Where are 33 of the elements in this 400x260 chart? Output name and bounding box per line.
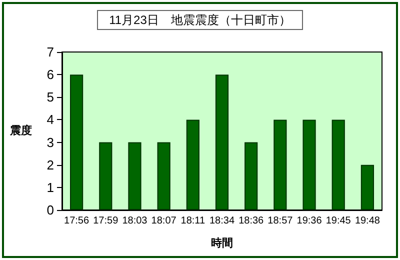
x-tick-label: 18:36 <box>238 216 264 226</box>
x-tick-label: 19:48 <box>354 216 380 226</box>
bar <box>332 120 345 210</box>
y-tick-label: 1 <box>46 180 54 195</box>
x-tick-label: 18:03 <box>122 216 148 226</box>
bar <box>128 142 142 210</box>
x-axis-title: 時間 <box>211 236 233 250</box>
y-tick-label: 0 <box>46 202 54 218</box>
y-tick-label: 5 <box>46 90 54 105</box>
y-tick-label: 7 <box>46 44 54 60</box>
bar <box>186 120 200 210</box>
chart-title: 11月23日 地震震度（十日町市） <box>109 13 291 27</box>
bar <box>99 142 112 210</box>
y-tick-label: 6 <box>46 67 54 82</box>
y-tick-label: 2 <box>46 157 54 172</box>
bar <box>302 120 316 210</box>
x-tick-label: 18:07 <box>151 216 177 226</box>
bar <box>274 120 287 210</box>
bar <box>360 164 374 210</box>
bar <box>70 74 84 210</box>
bar <box>157 142 170 210</box>
x-tick-label: 18:11 <box>180 216 206 226</box>
x-tick-label: 19:45 <box>326 216 352 226</box>
x-tick-label: 18:57 <box>268 216 294 226</box>
x-tick-label: 17:59 <box>93 216 119 226</box>
y-axis-title: 震度 <box>9 124 32 137</box>
y-tick-label: 4 <box>46 112 54 128</box>
bar <box>244 142 258 210</box>
x-tick-label: 18:34 <box>209 216 235 226</box>
x-tick-label: 19:36 <box>296 216 322 226</box>
y-tick-label: 3 <box>46 134 54 150</box>
bar <box>215 74 229 210</box>
x-tick-label: 17:56 <box>64 216 90 226</box>
